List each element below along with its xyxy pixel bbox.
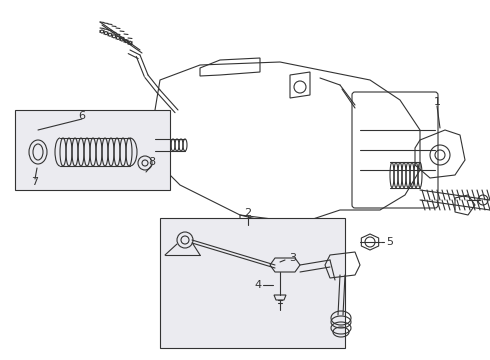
FancyBboxPatch shape (160, 218, 345, 348)
Text: 3: 3 (290, 253, 296, 263)
Text: 1: 1 (434, 97, 441, 107)
Text: 7: 7 (31, 177, 39, 187)
Text: 2: 2 (245, 208, 251, 218)
Text: 8: 8 (148, 157, 155, 167)
Text: 4: 4 (254, 280, 262, 290)
FancyBboxPatch shape (15, 110, 170, 190)
Text: 5: 5 (387, 237, 393, 247)
Text: 6: 6 (78, 111, 85, 121)
